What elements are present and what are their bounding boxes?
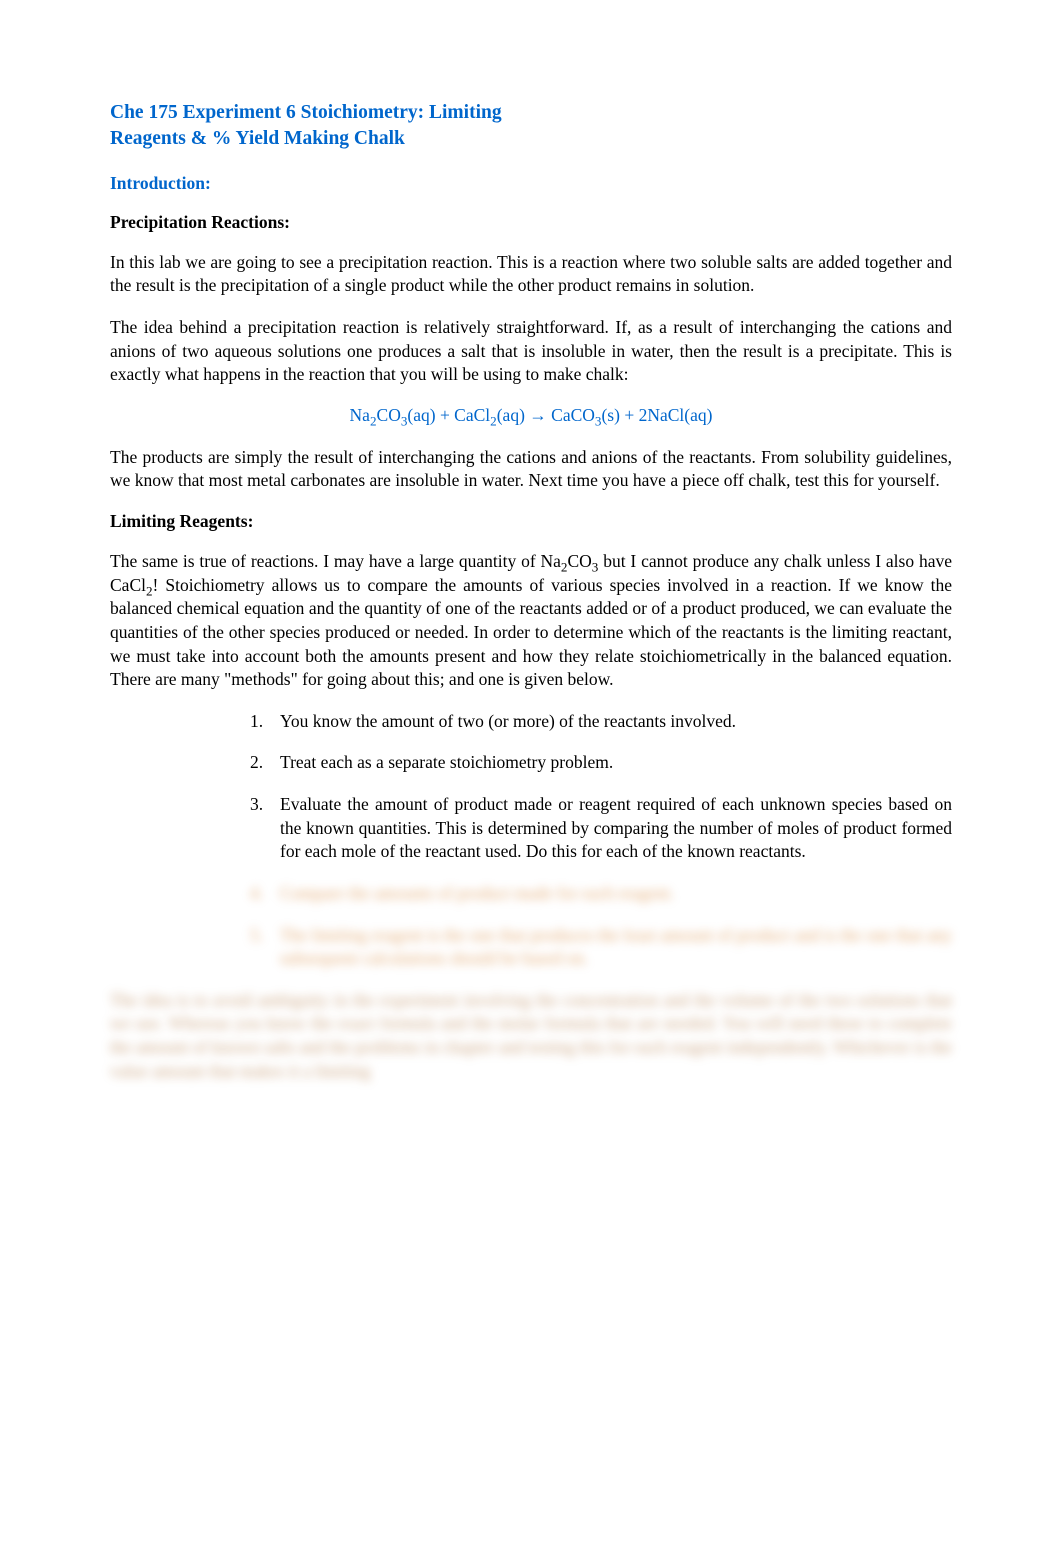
step-text: Evaluate the amount of product made or r… [280,793,952,864]
step-number: 2. [250,751,263,775]
document-title: Che 175 Experiment 6 Stoichiometry: Limi… [110,100,952,153]
step-text: Treat each as a separate stoichiometry p… [280,751,952,775]
step-5-blurred: 5. The limiting reagent is the one that p… [250,924,952,971]
eq-part: (s) + 2NaCl(aq) [601,405,712,425]
eq-part: (aq) → CaCO [497,405,595,425]
step-number: 4. [250,882,263,906]
step-number: 1. [250,710,263,734]
title-line-1: Che 175 Experiment 6 Stoichiometry: Limi… [110,102,502,123]
eq-part: (aq) + CaCl [407,405,490,425]
blurred-paragraph: The idea is to avoid ambiguity in the ex… [110,989,952,1084]
steps-list: 1. You know the amount of two (or more) o… [250,710,952,971]
title-line-2: Reagents & % Yield Making Chalk [110,128,405,149]
precipitation-para-3: The products are simply the result of in… [110,446,952,493]
limiting-para-1: The same is true of reactions. I may hav… [110,550,952,692]
precipitation-para-2: The idea behind a precipitation reaction… [110,316,952,387]
step-2: 2. Treat each as a separate stoichiometry… [250,751,952,775]
step-4-blurred: 4. Compare the amounts of product made fo… [250,882,952,906]
precipitation-heading: Precipitation Reactions: [110,212,952,233]
step-text: Compare the amounts of product made for … [280,882,952,906]
eq-part: CO [377,405,401,425]
limiting-heading: Limiting Reagents: [110,511,952,532]
text-span: CO [567,551,591,571]
step-1: 1. You know the amount of two (or more) o… [250,710,952,734]
text-span: The same is true of reactions. I may hav… [110,551,561,571]
step-number: 3. [250,793,263,817]
introduction-heading: Introduction: [110,173,952,194]
eq-part: Na [350,405,370,425]
precipitation-para-1: In this lab we are going to see a precip… [110,251,952,298]
step-text: You know the amount of two (or more) of … [280,710,952,734]
chemical-equation: Na2CO3(aq) + CaCl2(aq) → CaCO3(s) + 2NaC… [110,405,952,426]
step-text: The limiting reagent is the one that pro… [280,924,952,971]
step-number: 5. [250,924,263,948]
text-span: ! Stoichiometry allows us to compare the… [110,575,952,690]
step-3: 3. Evaluate the amount of product made or… [250,793,952,864]
